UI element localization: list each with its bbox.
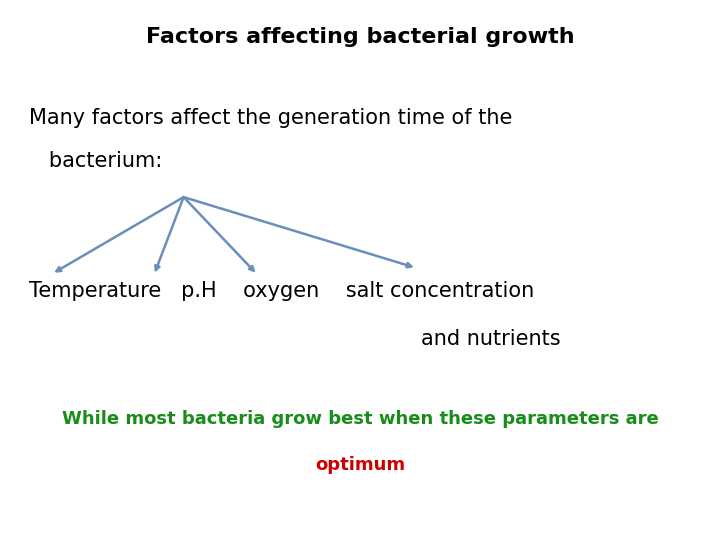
Text: optimum: optimum — [315, 456, 405, 474]
Text: Factors affecting bacterial growth: Factors affecting bacterial growth — [145, 27, 575, 47]
Text: bacterium:: bacterium: — [29, 151, 162, 171]
Text: While most bacteria grow best when these parameters are: While most bacteria grow best when these… — [62, 410, 658, 428]
Text: and nutrients: and nutrients — [421, 329, 561, 349]
Text: Temperature   p.H    oxygen    salt concentration: Temperature p.H oxygen salt concentratio… — [29, 281, 534, 301]
Text: Many factors affect the generation time of the: Many factors affect the generation time … — [29, 108, 512, 128]
